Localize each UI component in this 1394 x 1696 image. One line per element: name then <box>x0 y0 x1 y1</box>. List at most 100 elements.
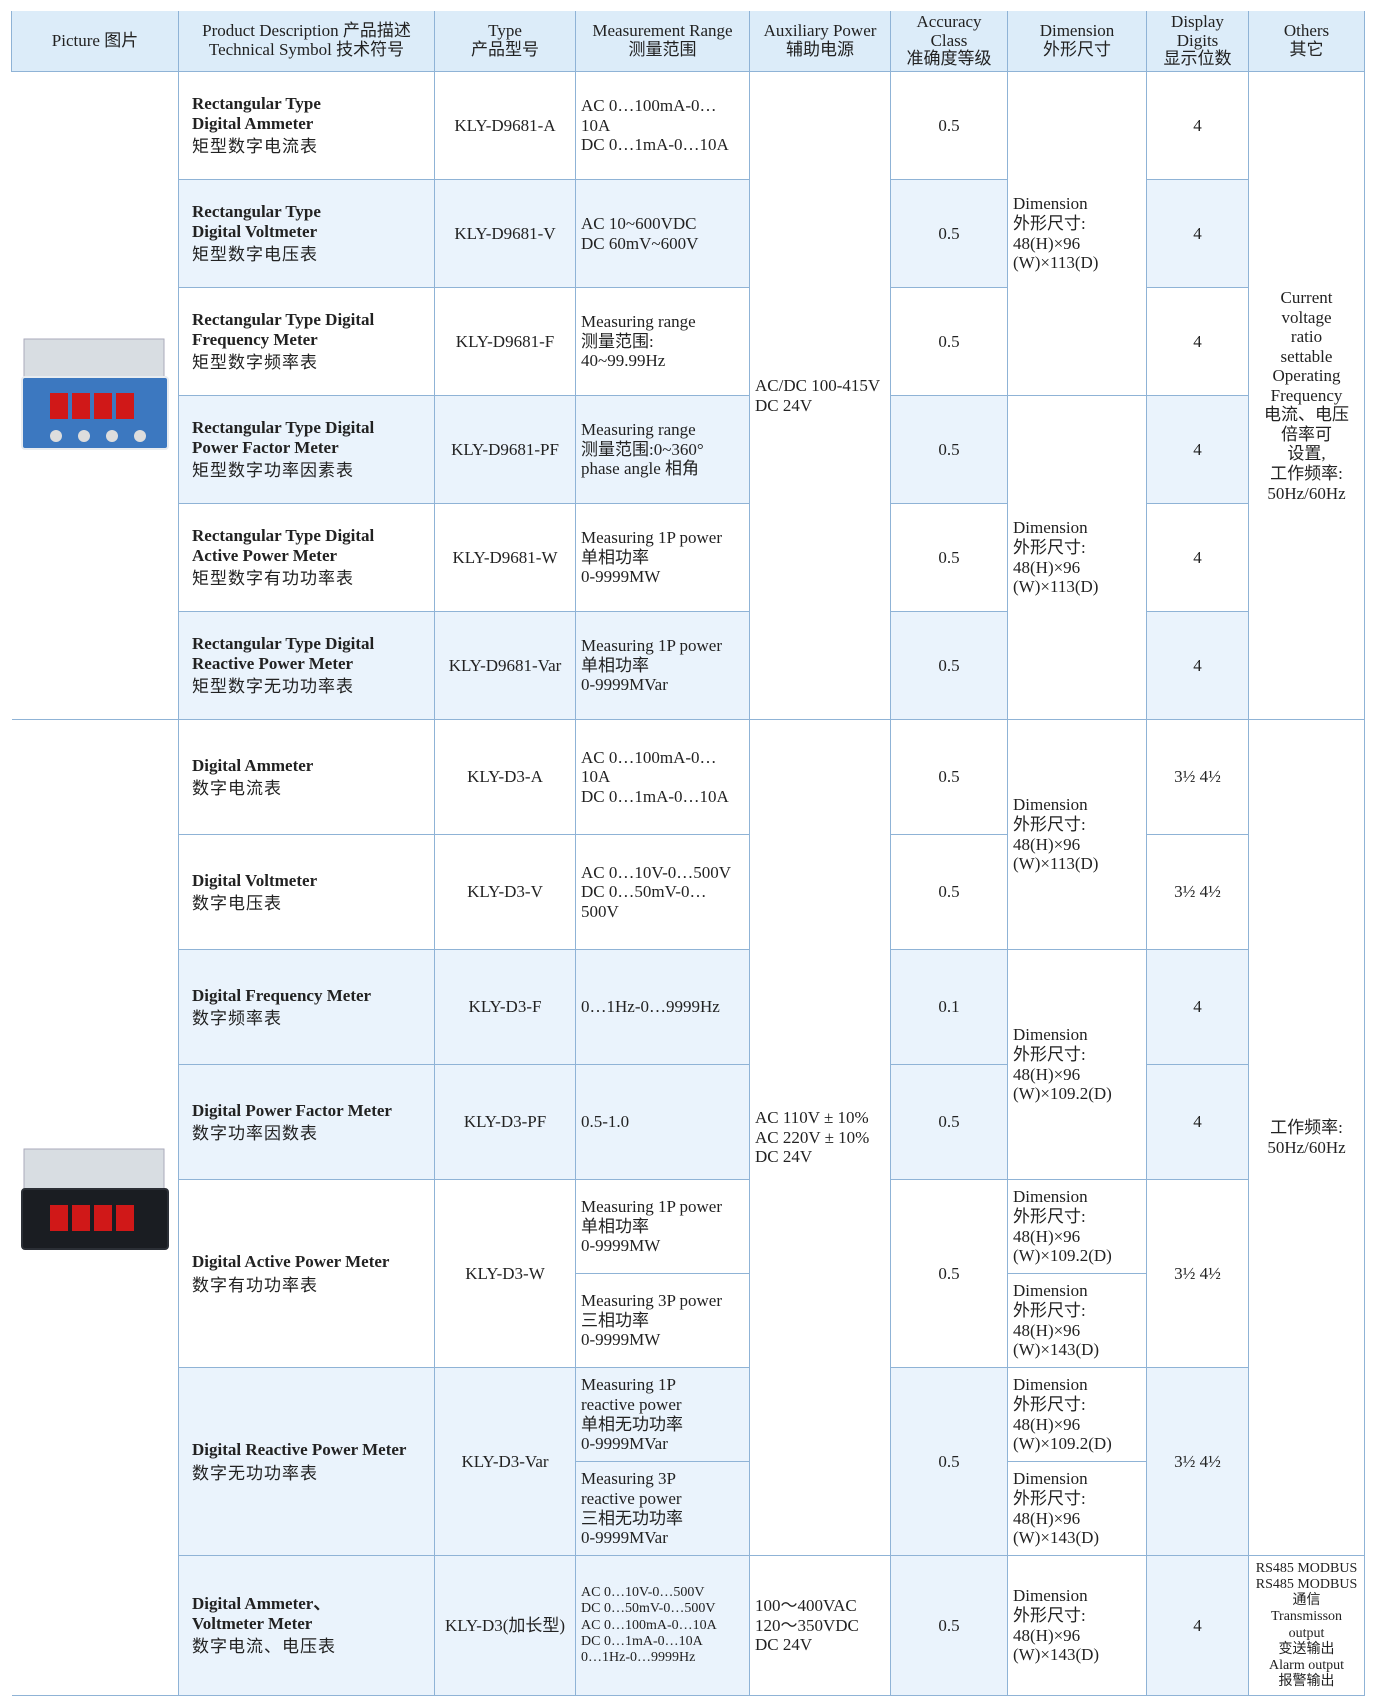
text-line: Dimension <box>1013 1469 1088 1489</box>
text-line: 0.5 <box>938 1263 960 1283</box>
text-line: 3½ 4½ <box>1174 882 1221 902</box>
text-line: Power Factor Meter <box>192 437 339 457</box>
text-line: 4 <box>1193 655 1202 675</box>
measurement-range: AC 10~600VDC DC 60mV~600V <box>575 179 750 289</box>
text-line: Dimension <box>1013 1281 1088 1301</box>
text-line: (W)×143(D) <box>1013 1528 1100 1548</box>
text-line: Measuring range <box>581 420 696 440</box>
text-line: 0.5 <box>938 1615 960 1635</box>
header-cell: Others 其它 <box>1248 11 1365 73</box>
measurement-range: Measuring 3P reactive power 三相无功功率 0-9999MV… <box>575 1461 750 1557</box>
text-line: 测量范围:0~360° <box>581 439 704 459</box>
product-type: KLY-D3-PF <box>434 1064 576 1181</box>
text-line: ratio <box>1290 327 1323 347</box>
header-cell: Auxiliary Power 辅助电源 <box>749 11 891 73</box>
table-row: Rectangular Type Digital Frequency Meter 矩… <box>12 287 1365 397</box>
text-line: 48(H)×96 <box>1013 834 1081 854</box>
accuracy-class: 0.5 <box>890 71 1008 181</box>
table-row: Digital Reactive Power Meter 数字无功功率表 KLY-D… <box>12 1367 1365 1557</box>
text-line: Auxiliary Power <box>763 21 877 41</box>
text-line: Display Digits <box>1171 12 1224 50</box>
text-line: Dimension <box>1013 518 1088 538</box>
header-cell: Measurement Range 测量范围 <box>575 11 750 73</box>
text-line: KLY-D9681-W <box>452 547 558 567</box>
product-type: KLY-D9681-A <box>434 71 576 181</box>
measurement-range: AC 0…100mA-0…10A DC 0…1mA-0…10A <box>575 719 750 836</box>
text-line: 工作频率: <box>1270 1118 1343 1138</box>
text-line: 矩型数字有功功率表 <box>192 569 354 589</box>
text-line: Dimension <box>1013 1187 1088 1207</box>
text-line: 数字无功功率表 <box>192 1463 318 1483</box>
digit <box>93 393 112 420</box>
text-line: (W)×143(D) <box>1013 1645 1100 1665</box>
display-digits: 3½ 4½ <box>1146 1179 1249 1369</box>
table-row: Rectangular Type Digital Active Power Met… <box>12 503 1365 613</box>
text-line: (W)×109.2(D) <box>1013 1434 1112 1454</box>
text-line: Dimension <box>1013 1025 1088 1045</box>
auxiliary-power: 100～400VAC 120～350VDC DC 24V <box>749 1555 891 1696</box>
meter-case <box>23 338 165 378</box>
accuracy-class: 0.5 <box>890 395 1008 505</box>
text-line: 矩型数字电压表 <box>192 245 318 265</box>
text-line: AC 0…100mA-0…10A <box>581 96 717 135</box>
table-row: Digital Ammeter 数字电流表 KLY-D3-A AC 0…100mA-0… <box>11 719 1365 1696</box>
button <box>133 430 146 443</box>
text-line: Measurement Range <box>592 21 733 41</box>
text-line: AC 10~600VDC <box>581 214 697 234</box>
text-line: KLY-D3-PF <box>463 1112 547 1132</box>
text-line: 矩型数字频率表 <box>192 353 318 373</box>
text-line: Digital Frequency Meter <box>192 985 372 1005</box>
text-line: Rectangular Type <box>192 202 321 222</box>
text-line: Rectangular Type Digital <box>192 310 375 330</box>
text-line: 48(H)×96 <box>1013 1414 1081 1434</box>
measurement-range: Measuring range 测量范围: 40~99.99Hz <box>575 287 750 397</box>
accuracy-class: 0.5 <box>890 287 1008 397</box>
text-line: 设置, <box>1287 444 1326 464</box>
product-description: Digital Voltmeter 数字电压表 <box>178 834 435 951</box>
spec-table-wrap: Picture 图片 Product Description 产品描述 Techni… <box>11 11 1365 1696</box>
text-line: Digital Voltmeter <box>192 870 318 890</box>
text-line: 50Hz/60Hz <box>1267 1137 1346 1157</box>
product-description: Rectangular Type Digital Voltmeter 矩型数字电压表 <box>178 179 435 289</box>
dimension: Dimension 外形尺寸: 48(H)×96 (W)×113(D) <box>1007 71 1147 397</box>
measurement-range: Measuring 1P reactive power 单相无功功率 0-9999MV… <box>575 1367 750 1463</box>
text-line: DC 24V <box>755 395 813 415</box>
button <box>77 430 90 443</box>
text-line: 显示位数 <box>1163 49 1232 69</box>
text-line: Digital Ammeter <box>192 755 314 775</box>
text-line: 外形尺寸: <box>1013 1301 1086 1321</box>
product-description: Digital Reactive Power Meter 数字无功功率表 <box>178 1367 435 1557</box>
text-line: DC 0…50mV-0…500V <box>581 1601 716 1617</box>
text-line: 48(H)×96 <box>1013 1226 1081 1246</box>
text-line: (W)×109.2(D) <box>1013 1246 1112 1266</box>
text-line: 数字功率因数表 <box>192 1124 318 1144</box>
text-line: 倍率可 <box>1281 424 1332 444</box>
text-line: 0.5 <box>938 1451 960 1471</box>
product-description: Rectangular Type Digital Frequency Meter 矩… <box>178 287 435 397</box>
digit <box>71 1205 90 1232</box>
text-line: Accuracy Class <box>916 12 982 50</box>
text-line: KLY-D3-F <box>468 997 542 1017</box>
accuracy-class: 0.5 <box>890 834 1008 951</box>
text-line: 0-9999MW <box>581 567 661 587</box>
button <box>105 430 118 443</box>
text-line: 电流、电压 <box>1264 405 1349 425</box>
display-digits: 3½ 4½ <box>1146 719 1249 836</box>
text-line: Measuring 1P <box>581 1375 676 1395</box>
text-line: Rectangular Type Digital <box>192 526 375 546</box>
text-line: (W)×113(D) <box>1013 854 1099 874</box>
text-line: 0.5 <box>938 223 960 243</box>
text-line: 外形尺寸: <box>1013 1606 1086 1626</box>
spec-table: Picture 图片 Product Description 产品描述 Techni… <box>11 11 1365 1696</box>
accuracy-class: 0.5 <box>890 611 1008 721</box>
others: Current voltage ratio settable Operating Freq… <box>1248 71 1365 721</box>
text-line: AC 110V ± 10% <box>755 1108 869 1128</box>
table-row: Rectangular Type Digital Voltmeter 矩型数字电压表… <box>12 179 1365 289</box>
text-line: 辅助电源 <box>786 40 854 60</box>
text-line: 三相无功功率 <box>581 1508 683 1528</box>
text-line: 变送输出 <box>1278 1641 1335 1657</box>
text-line: 数字电流、电压表 <box>192 1637 336 1657</box>
table-row: Digital Active Power Meter 数字有功功率表 KLY-D3-… <box>12 1179 1365 1369</box>
text-line: 工作频率: <box>1270 463 1343 483</box>
